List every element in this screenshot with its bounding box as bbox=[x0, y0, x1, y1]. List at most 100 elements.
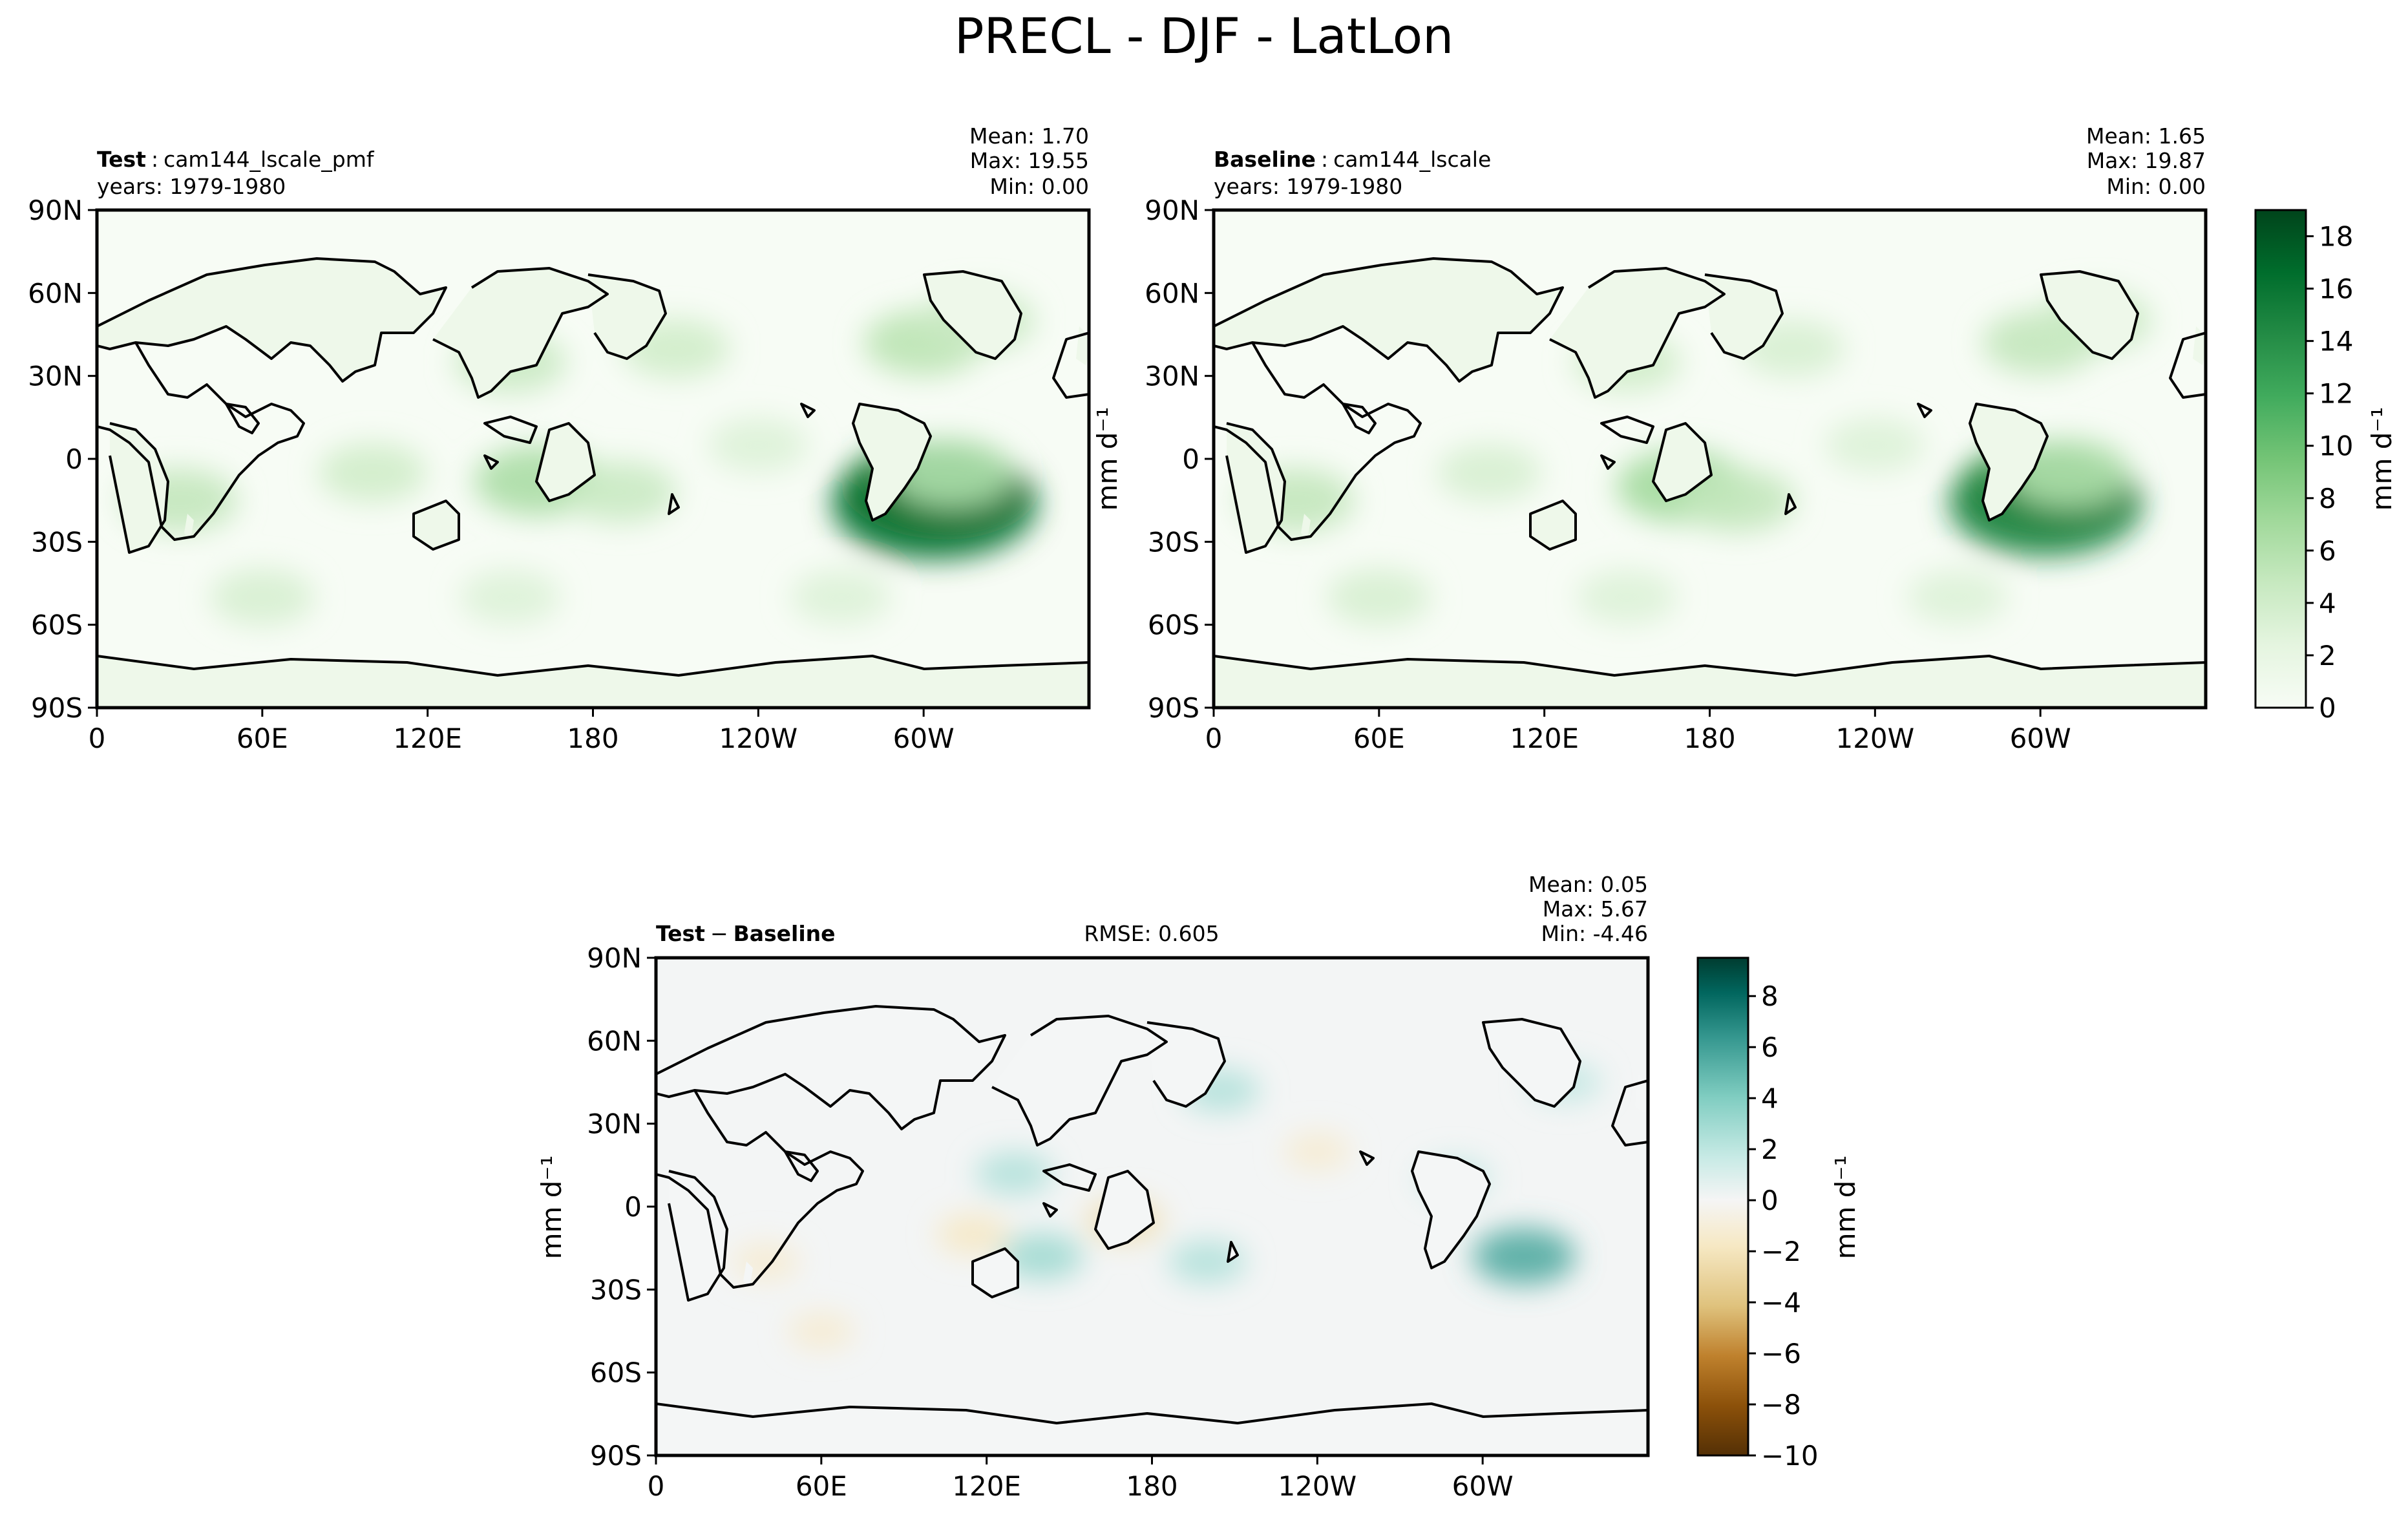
diff-title: Test − Baseline bbox=[656, 921, 836, 946]
baseline-mean: Mean: 1.65 bbox=[2086, 123, 2206, 149]
colorbar-tick-label: 16 bbox=[2319, 273, 2353, 305]
test-region-10 bbox=[318, 443, 427, 503]
diff-max: Max: 5.67 bbox=[1543, 896, 1648, 922]
baseline-max: Max: 19.87 bbox=[2087, 148, 2206, 173]
test-ytick-label: 90N bbox=[28, 195, 83, 226]
diff-panel: Test − Baseline RMSE: 0.605 Mean: 0.05 Max… bbox=[536, 872, 1650, 1502]
baseline-ytick-label: 90S bbox=[1148, 692, 1199, 724]
diff-region-6 bbox=[936, 1214, 1009, 1254]
test-region-13 bbox=[459, 569, 561, 625]
precip-colorbar: 0 2 4 6 8 10 12 14 16 18 mm d⁻¹ bbox=[2254, 209, 2398, 724]
colorbar-tick-label: 10 bbox=[2319, 430, 2353, 462]
colorbar-tick-label: 2 bbox=[1761, 1134, 1779, 1165]
baseline-region-10 bbox=[1437, 443, 1542, 502]
colorbar-tick-label: −6 bbox=[1761, 1338, 1801, 1369]
precip-colorbar-label: mm d⁻¹ bbox=[2366, 407, 2398, 511]
test-label: Test bbox=[97, 147, 146, 172]
test-title: Test: cam144_lscale_pmf bbox=[97, 147, 375, 172]
precip-colorbar-ticks: 0 2 4 6 8 10 12 14 16 18 bbox=[2306, 221, 2353, 724]
baseline-ytick-label: 0 bbox=[1182, 443, 1199, 475]
diff-ytick-label: 90S bbox=[590, 1440, 642, 1472]
baseline-title: Baseline: cam144_lscale bbox=[1214, 147, 1491, 172]
test-sep: : bbox=[151, 147, 158, 172]
baseline-ytick-label: 60N bbox=[1145, 277, 1199, 309]
colorbar-tick-label: −4 bbox=[1761, 1287, 1801, 1318]
diff-label-a: Test bbox=[656, 921, 705, 946]
test-xtick-label: 120E bbox=[393, 723, 462, 754]
baseline-xtick-label: 120E bbox=[1510, 723, 1579, 754]
baseline-sep: : bbox=[1321, 147, 1328, 172]
diff-xtick-label: 120E bbox=[952, 1470, 1021, 1502]
baseline-xtick-label: 180 bbox=[1684, 723, 1735, 754]
test-xtick-label: 180 bbox=[567, 723, 618, 754]
test-xtick-label: 60E bbox=[237, 723, 288, 754]
test-region-12 bbox=[209, 568, 315, 626]
figure-title: PRECL - DJF - LatLon bbox=[955, 7, 1454, 65]
colorbar-tick-label: 8 bbox=[2319, 483, 2336, 514]
diff-ytick-label: 90N bbox=[587, 942, 642, 974]
diff-ylabel: mm d⁻¹ bbox=[536, 1156, 567, 1260]
baseline-axes: 0 60E 120E 180 120W 60W 90N 60N 30N 0 30S 60S 90S bbox=[1145, 195, 2071, 754]
diff-minus: − bbox=[710, 921, 728, 946]
test-panel: Test: cam144_lscale_pmf years: 1979-1980 … bbox=[28, 123, 1091, 754]
test-xtick-label: 0 bbox=[89, 723, 106, 754]
baseline-ylabel: mm d⁻¹ bbox=[1092, 407, 1123, 511]
baseline-years: years: 1979-1980 bbox=[1214, 174, 1402, 199]
diff-xtick-label: 60W bbox=[1452, 1470, 1514, 1502]
test-ytick-label: 30S bbox=[31, 526, 83, 558]
test-max: Max: 19.55 bbox=[970, 148, 1089, 173]
baseline-ytick-label: 30S bbox=[1148, 526, 1199, 558]
baseline-name: cam144_lscale bbox=[1333, 147, 1491, 172]
baseline-region-12 bbox=[1326, 568, 1431, 626]
diff-colorbar-ramp bbox=[1696, 957, 1749, 1457]
diff-region-7 bbox=[787, 1312, 855, 1350]
diff-region-0 bbox=[1472, 1228, 1576, 1285]
baseline-xtick-label: 60E bbox=[1353, 723, 1405, 754]
colorbar-tick-label: 14 bbox=[2319, 326, 2353, 357]
diff-axes: 0 60E 120E 180 120W 60W 90N 60N 30N 0 30S 60S 90S bbox=[587, 942, 1514, 1502]
colorbar-tick-label: 4 bbox=[2319, 587, 2336, 619]
test-ytick-label: 60S bbox=[31, 609, 83, 641]
diff-colorbar: −10 −8 −6 −4 −2 0 2 4 6 8 mm d⁻¹ bbox=[1696, 957, 1861, 1472]
colorbar-tick-label: −8 bbox=[1761, 1389, 1801, 1421]
colorbar-tick-label: 0 bbox=[1761, 1185, 1779, 1216]
baseline-panel: Baseline: cam144_lscale years: 1979-1980 … bbox=[1092, 123, 2208, 754]
baseline-ytick-label: 90N bbox=[1145, 195, 1199, 226]
diff-ytick-label: 60S bbox=[590, 1357, 642, 1389]
diff-xtick-label: 180 bbox=[1126, 1470, 1178, 1502]
diff-min: Min: -4.46 bbox=[1541, 921, 1648, 946]
test-min: Min: 0.00 bbox=[989, 174, 1089, 199]
diff-region-4 bbox=[1168, 1240, 1246, 1284]
colorbar-tick-label: 6 bbox=[1761, 1031, 1779, 1063]
baseline-ytick-label: 60S bbox=[1148, 609, 1199, 641]
colorbar-tick-label: 4 bbox=[1761, 1083, 1779, 1114]
diff-region-11 bbox=[732, 1243, 800, 1281]
baseline-xtick-label: 60W bbox=[2010, 723, 2071, 754]
diff-xtick-label: 0 bbox=[648, 1470, 665, 1502]
test-axes: 0 60E 120E 180 120W 60W 90N 60N 30N 0 30S 60S 90S bbox=[28, 195, 955, 754]
diff-colorbar-ticks: −10 −8 −6 −4 −2 0 2 4 6 8 bbox=[1748, 980, 1819, 1472]
test-years: years: 1979-1980 bbox=[97, 174, 286, 199]
diff-mean: Mean: 0.05 bbox=[1528, 872, 1648, 897]
colorbar-tick-label: 0 bbox=[2319, 692, 2336, 724]
diff-ytick-label: 30S bbox=[590, 1274, 642, 1305]
colorbar-tick-label: −10 bbox=[1761, 1440, 1819, 1472]
test-xtick-label: 120W bbox=[719, 723, 797, 754]
test-xtick-label: 60W bbox=[893, 723, 955, 754]
baseline-region-5 bbox=[1679, 468, 1796, 533]
colorbar-tick-label: 2 bbox=[2319, 640, 2336, 671]
colorbar-tick-label: 8 bbox=[1761, 980, 1779, 1012]
diff-rmse: RMSE: 0.605 bbox=[1084, 921, 1219, 946]
diff-colorbar-label: mm d⁻¹ bbox=[1830, 1156, 1861, 1260]
baseline-min: Min: 0.00 bbox=[2106, 174, 2206, 199]
diff-ytick-label: 60N bbox=[587, 1025, 642, 1057]
baseline-region-14 bbox=[1907, 569, 2009, 625]
baseline-ytick-label: 30N bbox=[1145, 361, 1199, 392]
precip-colorbar-ramp bbox=[2254, 209, 2307, 709]
diff-ytick-label: 0 bbox=[624, 1191, 642, 1223]
baseline-region-13 bbox=[1576, 569, 1678, 625]
test-name: cam144_lscale_pmf bbox=[164, 147, 375, 172]
test-ytick-label: 30N bbox=[28, 361, 83, 392]
colorbar-tick-label: 6 bbox=[2319, 535, 2336, 567]
